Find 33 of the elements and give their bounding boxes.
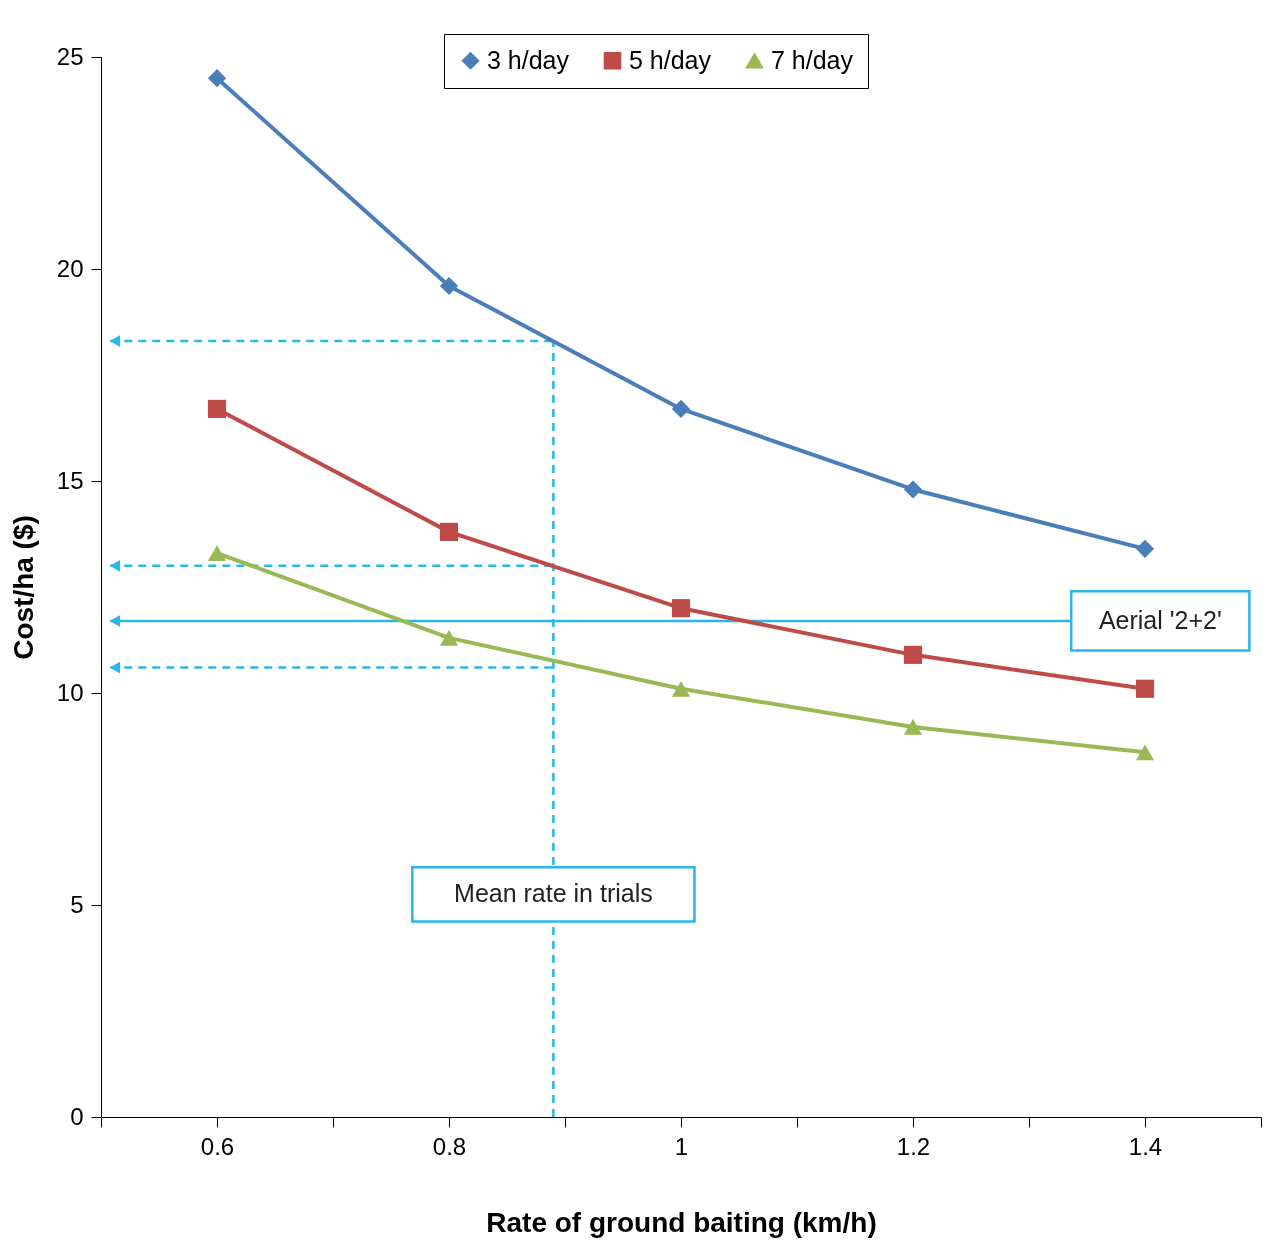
x-axis-title: Rate of ground baiting (km/h)	[486, 1206, 877, 1238]
y-tick-label: 15	[56, 466, 84, 494]
point	[207, 545, 227, 561]
point	[903, 645, 923, 664]
y-axis-title: Cost/ha ($)	[7, 515, 39, 660]
point	[903, 480, 923, 499]
point	[1135, 539, 1155, 558]
point	[903, 719, 923, 735]
point	[1135, 744, 1155, 761]
y-tick-label: 20	[56, 254, 84, 282]
y-tick-label: 0	[70, 1102, 84, 1130]
y-tick-label: 25	[56, 42, 84, 70]
point	[1135, 679, 1155, 698]
point	[439, 276, 459, 296]
y-tick-label: 5	[70, 890, 84, 918]
point	[439, 630, 459, 646]
y-tick-label: 10	[56, 678, 84, 706]
point	[207, 399, 227, 418]
ref-line-label: Aerial '2+2'	[1098, 605, 1222, 634]
point	[207, 69, 227, 88]
legend-label: 7 h/day	[771, 45, 854, 74]
legend-label: 3 h/day	[487, 45, 570, 74]
x-tick-label: 1.4	[1128, 1132, 1163, 1160]
point	[671, 599, 691, 618]
x-tick-label: 0.8	[432, 1132, 467, 1160]
point	[439, 522, 459, 541]
ref-line-label: Mean rate in trials	[454, 879, 653, 908]
point	[671, 399, 691, 418]
legend-label: 5 h/day	[629, 45, 712, 74]
point	[671, 680, 691, 697]
x-tick-label: 1	[674, 1132, 689, 1160]
x-tick-label: 0.6	[200, 1132, 235, 1160]
x-tick-label: 1.2	[896, 1132, 931, 1160]
